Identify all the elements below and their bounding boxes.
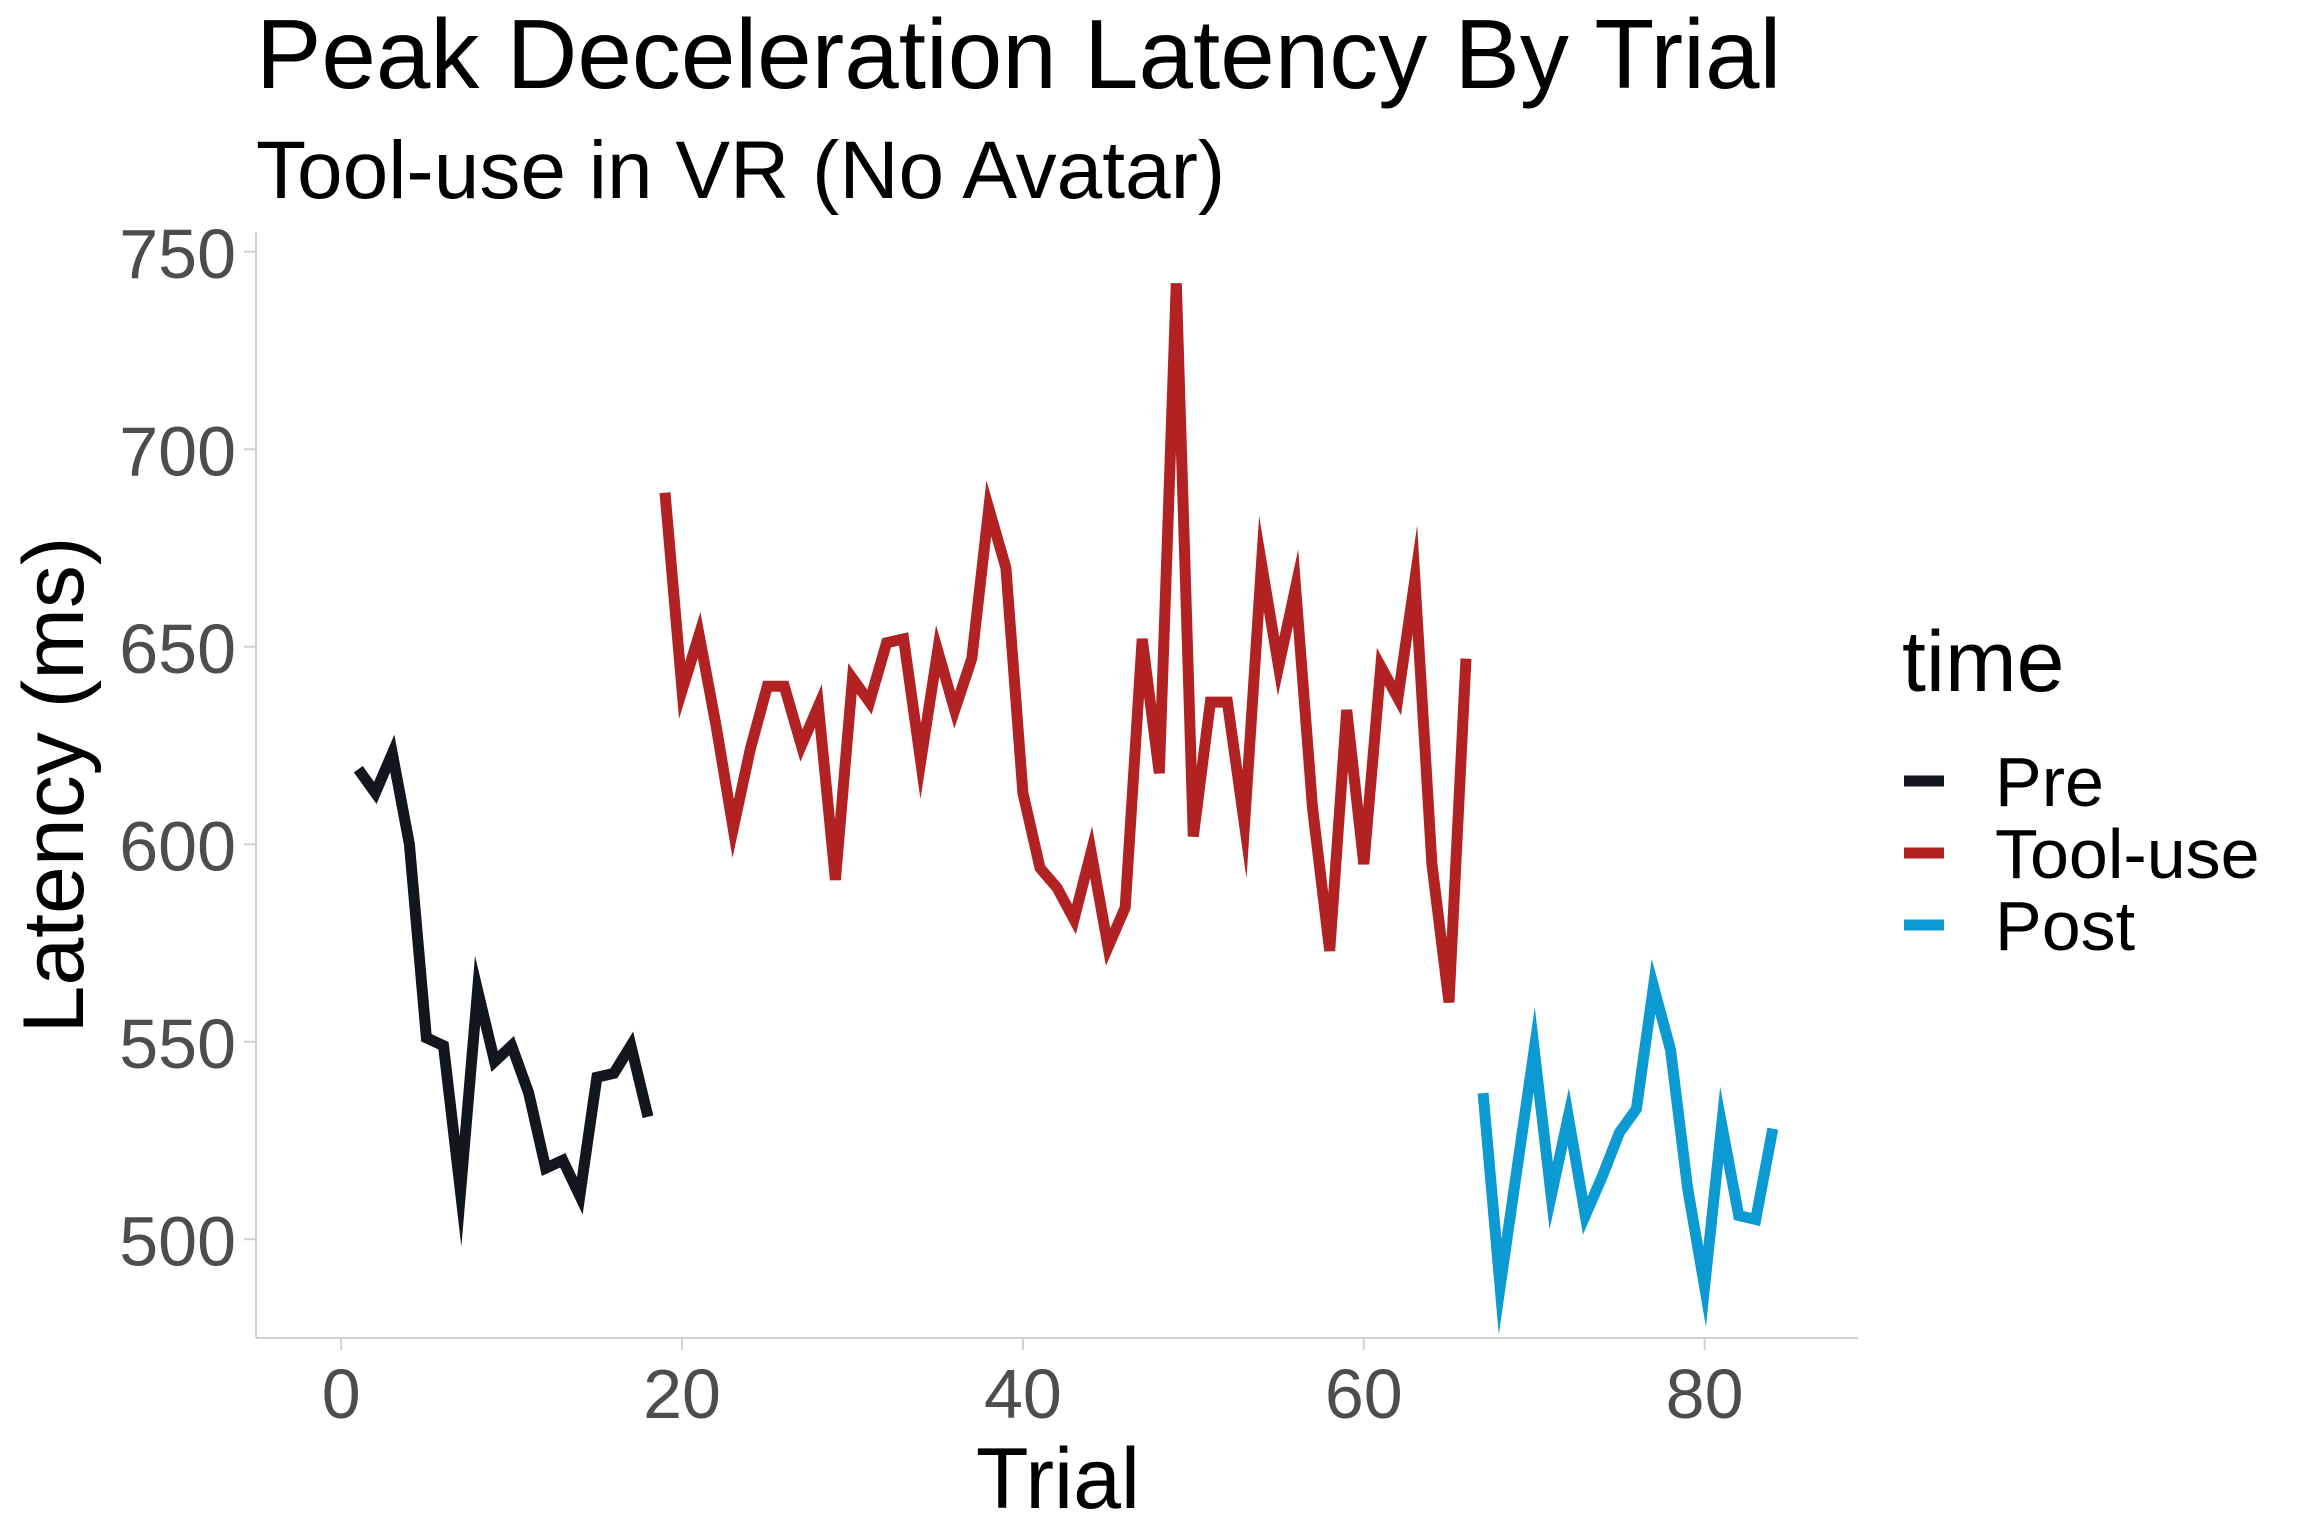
plot-area: 500 550 600 650 700 750 0 20 40 60 80 <box>119 215 1858 1433</box>
series-line-pre <box>353 734 654 1247</box>
y-tick-label: 600 <box>119 807 236 885</box>
y-axis-title: Latency (ms) <box>6 536 102 1033</box>
x-tick-label: 20 <box>643 1355 721 1433</box>
series-line-post <box>1477 958 1779 1335</box>
y-tick-label: 500 <box>119 1202 236 1280</box>
y-tick-label: 650 <box>119 610 236 688</box>
legend-label-tool-use: Tool-use <box>1995 815 2260 893</box>
legend-label-pre: Pre <box>1995 743 2104 821</box>
x-tick-label: 80 <box>1666 1355 1744 1433</box>
chart-title: Peak Deceleration Latency By Trial <box>256 0 1781 109</box>
legend-label-post: Post <box>1995 887 2135 965</box>
y-tick-label: 700 <box>119 412 236 490</box>
legend-title: time <box>1902 614 2064 710</box>
x-axis-title: Trial <box>976 1431 1140 1527</box>
chart-subtitle: Tool-use in VR (No Avatar) <box>256 125 1225 216</box>
series-line-tool-use <box>659 283 1472 1003</box>
x-tick-label: 40 <box>984 1355 1062 1433</box>
y-tick-label: 550 <box>119 1005 236 1083</box>
y-tick-label: 750 <box>119 215 236 293</box>
x-tick-label: 0 <box>322 1355 361 1433</box>
x-tick-label: 60 <box>1325 1355 1403 1433</box>
